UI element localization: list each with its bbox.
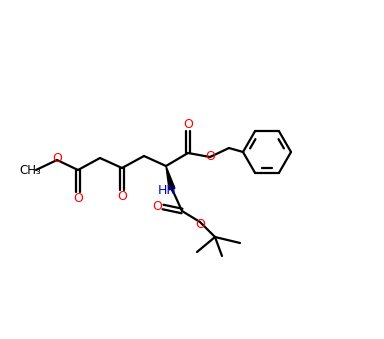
Text: O: O xyxy=(152,200,162,214)
Text: HN: HN xyxy=(157,183,176,197)
Polygon shape xyxy=(166,166,175,190)
Text: CH₃: CH₃ xyxy=(19,163,41,177)
Text: O: O xyxy=(52,153,62,165)
Text: O: O xyxy=(183,119,193,132)
Text: O: O xyxy=(73,192,83,204)
Text: O: O xyxy=(195,218,205,231)
Text: O: O xyxy=(117,190,127,202)
Text: O: O xyxy=(205,149,215,162)
